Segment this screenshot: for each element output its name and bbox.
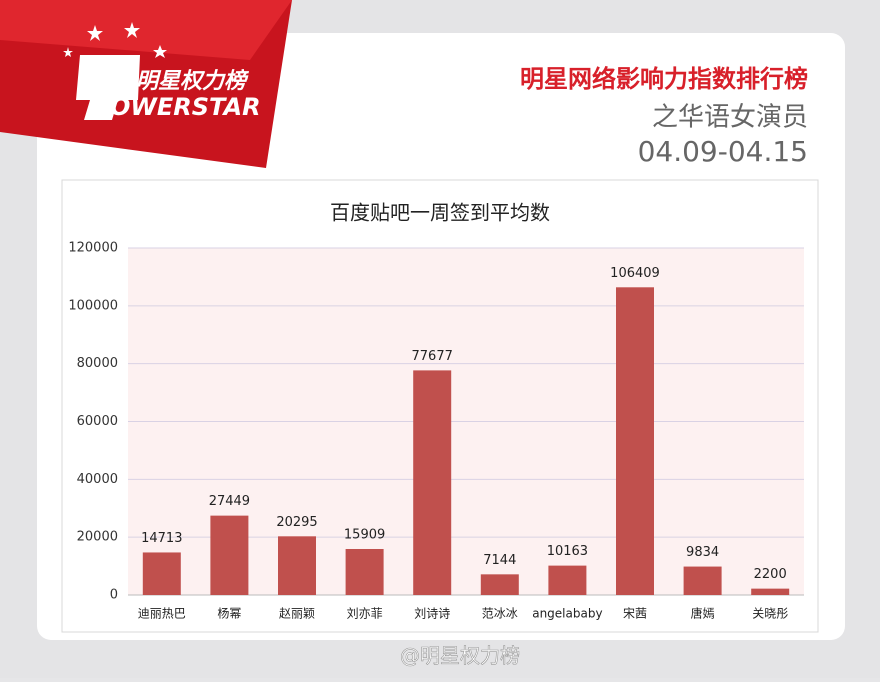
x-tick-label: 唐嫣 [691, 606, 715, 621]
bar [751, 588, 790, 595]
x-tick-label: angelababy [532, 607, 602, 621]
value-label: 20295 [276, 515, 317, 530]
y-tick-label: 40000 [77, 472, 118, 487]
logo-cn: 明星权力榜 [136, 68, 250, 94]
logo-en: OWERSTAR [110, 93, 261, 121]
value-label: 106409 [610, 266, 660, 281]
y-tick-label: 80000 [77, 356, 118, 371]
value-label: 14713 [141, 531, 182, 546]
x-tick-label: 关晓彤 [752, 607, 788, 621]
y-tick-label: 0 [110, 588, 118, 603]
x-tick-label: 杨幂 [217, 606, 241, 621]
bar [616, 287, 654, 595]
bar [142, 552, 181, 595]
bar [683, 566, 722, 595]
bar [413, 370, 452, 595]
value-label: 15909 [344, 527, 385, 542]
bar [480, 574, 519, 595]
x-tick-label: 赵丽颖 [279, 607, 315, 621]
bar [278, 536, 316, 595]
y-tick-label: 100000 [68, 298, 118, 313]
y-tick-label: 20000 [77, 530, 118, 545]
value-label: 2200 [754, 567, 787, 582]
stars [63, 22, 167, 58]
x-tick-label: 宋茜 [623, 606, 647, 621]
y-tick-label: 120000 [68, 241, 118, 256]
plot: 0 20000 40000 60000 80000 100000 120000 迪丽热巴 147… [68, 241, 804, 621]
header-subtitle: 之华语女演员 [652, 103, 808, 133]
x-tick-label: 刘亦菲 [347, 606, 383, 621]
value-label: 77677 [412, 349, 453, 364]
watermark: @明星权力榜 [400, 644, 520, 668]
value-label: 7144 [483, 553, 516, 568]
chart-title: 百度贴吧一周签到平均数 [330, 201, 550, 225]
header-date: 04.09-04.15 [638, 135, 808, 168]
bar [210, 515, 249, 595]
logo-banner-highlight [0, 0, 292, 60]
bar [345, 548, 384, 595]
header-title: 明星网络影响力指数排行榜 [520, 65, 808, 93]
y-tick-label: 60000 [77, 414, 118, 429]
value-label: 9834 [686, 545, 719, 560]
value-label: 10163 [547, 544, 588, 559]
value-label: 27449 [209, 494, 250, 509]
x-tick-label: 刘诗诗 [414, 607, 450, 621]
bar [548, 565, 587, 595]
logo-fist [76, 55, 140, 120]
x-tick-label: 迪丽热巴 [138, 607, 186, 621]
x-tick-label: 范冰冰 [482, 607, 518, 621]
